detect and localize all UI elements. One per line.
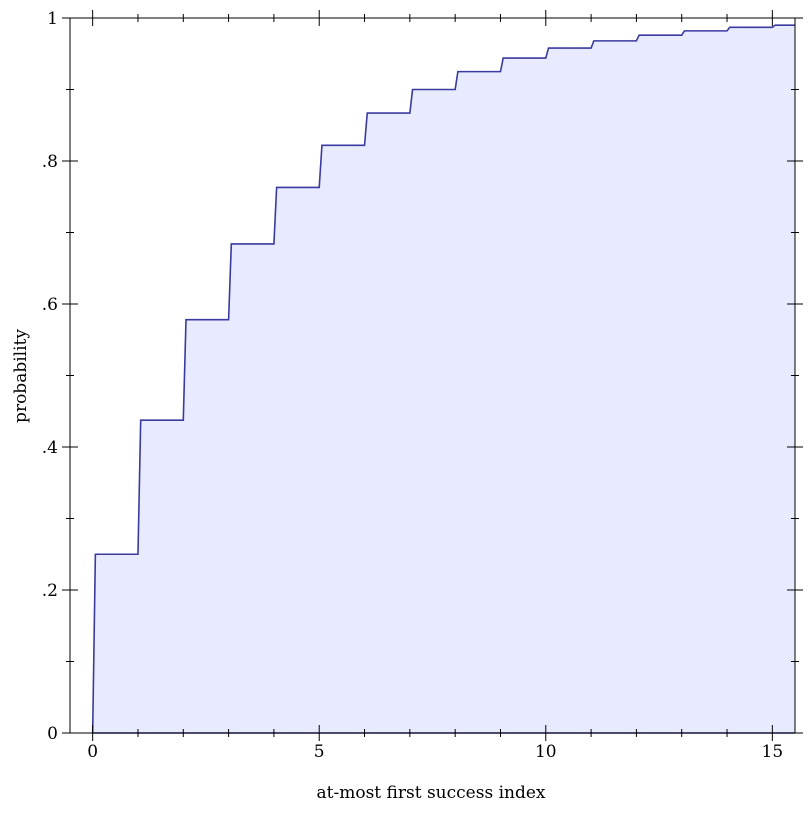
x-axis-label: at-most first success index [317,783,546,803]
x-tick-label: 15 [762,742,784,762]
y-tick-label: .6 [42,295,58,315]
x-tick-label: 10 [535,742,557,762]
x-tick-label: 5 [314,742,325,762]
x-tick-label: 0 [87,742,98,762]
cdf-area [92,25,795,733]
y-tick-label: .4 [42,438,58,458]
y-tick-label: 0 [47,724,58,744]
y-axis-label: probability [11,329,31,423]
cdf-line [91,24,795,734]
y-tick-label: .2 [42,581,58,601]
y-tick-label: 1 [47,9,58,29]
y-tick-label: .8 [42,152,58,172]
